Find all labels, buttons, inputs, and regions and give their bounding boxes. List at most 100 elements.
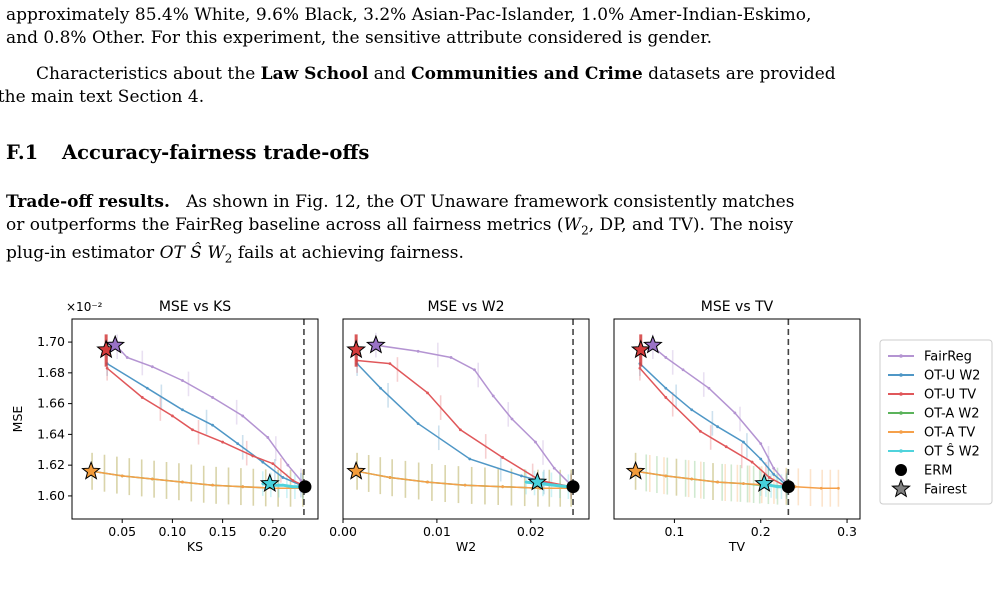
plot-frame [71,318,319,520]
legend-swatch-point [899,373,903,377]
series-point [463,483,467,487]
series-point [638,366,642,370]
legend-swatch-point [899,430,903,434]
series-point [145,386,149,390]
fairest-star [365,334,386,354]
series-line [639,363,788,486]
chart-title: MSE vs KS [159,299,231,315]
series-point [181,379,184,382]
series-line [116,346,302,481]
series-point [236,442,240,446]
legend-swatch-point [899,354,903,358]
series-point [281,476,285,479]
y-tick-label: 1.70 [37,334,65,349]
x-axis-label: KS [187,539,203,554]
series-point [379,386,382,390]
legend-label: OT-U W2 [924,369,980,384]
series-point [519,474,523,478]
series-point [426,391,429,395]
series-point [707,386,711,390]
series-point [449,356,453,359]
fairest-star [259,473,280,493]
bold-law-school: Law School [260,64,369,84]
text-line: approximately 85.4% White, 9.6% Black, 3… [6,5,812,25]
plot-area [90,334,305,507]
series-point [211,423,214,427]
fairest-star [754,473,775,493]
series-point [767,476,771,479]
series-point [281,483,285,487]
series-line [357,359,572,488]
series-point [716,480,719,484]
series-point [181,408,184,412]
series-point [690,408,694,412]
paragraph-demographics: approximately 85.4% White, 9.6% Black, 3… [6,4,990,50]
series-point [534,440,537,444]
series-point [241,414,245,418]
section-number: F.1 [6,141,39,164]
series-point [181,480,184,484]
x-tick-label: 0.3 [837,524,857,539]
text-run: , DP, and TV). The noisy [588,215,794,235]
text-line: and 0.8% Other. For this experiment, the… [6,28,713,48]
x-tick-label: 0.01 [423,524,451,539]
text-run: fails at achieving fairness. [232,243,464,264]
series-point [759,457,763,461]
fairest-star [630,339,651,359]
series-point [501,485,505,489]
legend-swatch [891,478,911,498]
x-tick-label: 0.20 [259,524,287,539]
fairest-star [527,471,548,491]
legend-label: OT-A TV [924,426,975,441]
series-point [681,368,685,372]
series-point [125,356,129,359]
series-point [266,436,270,439]
y-axis-label: MSE [10,406,25,433]
math-w: W [563,215,582,235]
x-tick-label: 0.2 [751,524,771,539]
paragraph-tradeoff: Trade-off results. As shown in Fig. 12, … [6,191,990,271]
chart-panel-1: MSE vs KS 0.05 0.10 0.15 0.20 KS 1.60 1.62 1.64 1… [10,299,319,554]
series-point [552,466,556,470]
series-point [416,422,420,426]
legend-label: OT-A W2 [924,407,980,422]
y-multiplier: ×10⁻² [66,300,103,314]
series-point [772,466,776,470]
x-tick-label: 0.15 [209,524,237,539]
text-run: plug-in estimator [6,243,160,264]
legend-box [879,339,993,505]
legend-label: OT-U TV [924,388,976,403]
x-tick-label: 0.10 [158,524,186,539]
math-sub: 2 [581,223,589,238]
series-line [106,367,304,486]
series-point [388,362,392,366]
erm-dot [566,480,580,494]
y-tick-label: 1.68 [37,365,65,380]
series-point [552,483,556,487]
y-tick-label: 1.66 [37,396,65,411]
x-axis-label: TV [728,539,746,554]
series-point [286,463,290,467]
series-point [271,462,275,466]
series-point [291,479,295,482]
erm-dot [781,480,795,494]
series-point [690,477,694,481]
x-tick-label: 0.02 [517,524,545,539]
series-point [524,480,528,484]
x-tick-label: 0.00 [329,524,357,539]
legend-swatch-point [899,392,903,396]
series-point [742,482,745,486]
legend-label: ERM [924,464,952,479]
series-point [510,417,514,421]
chart-title: MSE vs W2 [427,299,504,315]
series-point [171,414,174,418]
fairest-star [642,334,663,354]
math-sub: 2 [224,251,233,266]
series-point [221,440,225,444]
series-point [388,476,392,479]
fairest-star [81,460,101,480]
plot-frame [342,318,590,520]
text-line: in the main text Section 4. [0,87,205,107]
series-point [191,428,194,432]
series-point [416,349,420,353]
